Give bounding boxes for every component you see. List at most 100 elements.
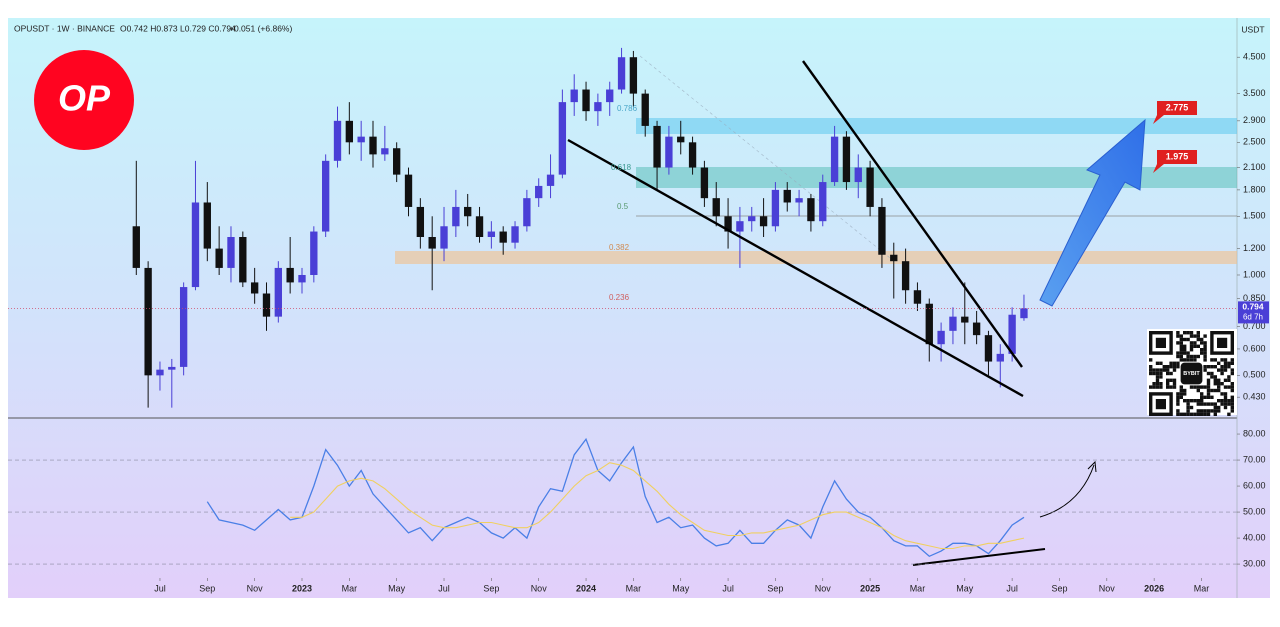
y-tick-label: 50.00 [1243, 506, 1266, 516]
qr-cell [1186, 402, 1190, 406]
qr-cell [1223, 365, 1228, 369]
candle-body [499, 231, 507, 243]
x-tick-label: Sep [483, 583, 499, 593]
x-tick-label: Jul [154, 583, 166, 593]
qr-cell [1179, 385, 1183, 389]
qr-cell [1196, 399, 1200, 403]
change-legend: +0.051 (+6.86%) [229, 23, 292, 33]
qr-cell [1230, 371, 1234, 376]
qr-cell [1189, 348, 1194, 352]
qr-brand: BYBIT [1183, 371, 1200, 377]
qr-cell [1203, 348, 1207, 352]
candle-body [535, 185, 543, 199]
qr-cell [1155, 385, 1160, 389]
qr-cell [1203, 354, 1207, 359]
qr-cell [1217, 378, 1221, 382]
candle-body [215, 248, 223, 268]
candle-body [913, 290, 922, 304]
candle-body [452, 206, 460, 227]
qr-cell [1189, 344, 1194, 348]
qr-cell [1203, 334, 1207, 338]
candle-body [168, 366, 176, 370]
rsi-trendline [912, 548, 1046, 566]
qr-cell [1183, 392, 1187, 396]
qr-cell [1169, 385, 1173, 389]
qr-cell [1183, 337, 1187, 342]
qr-cell [1183, 358, 1187, 362]
candle-body [511, 226, 519, 243]
qr-cell [1203, 351, 1207, 355]
qr-cell [1149, 368, 1153, 372]
x-tick-label: May [956, 583, 974, 593]
qr-cell [1227, 412, 1231, 416]
y-tick-label: 30.00 [1243, 558, 1266, 568]
support-zone [395, 251, 1237, 264]
x-tick-label: Mar [1194, 583, 1210, 593]
last-price-tag [1238, 301, 1269, 324]
qr-cell [1159, 368, 1163, 372]
qr-cell [1162, 368, 1166, 372]
qr-finder [1155, 399, 1166, 410]
qr-cell [1176, 354, 1180, 359]
candle-body [996, 353, 1004, 362]
x-tick-label: Mar [626, 583, 642, 593]
qr-cell [1230, 358, 1234, 362]
qr-cell [1196, 334, 1200, 338]
qr-cell [1200, 395, 1204, 399]
qr-cell [1220, 402, 1224, 406]
candle-body [594, 102, 602, 112]
y-tick-label: 0.850 [1243, 293, 1266, 303]
x-tick-label: Sep [199, 583, 215, 593]
candle-body [724, 216, 732, 232]
qr-cell [1223, 395, 1228, 399]
target-tag [1153, 101, 1197, 124]
qr-cell [1155, 378, 1160, 382]
qr-cell [1159, 361, 1163, 365]
candle-body [381, 148, 389, 155]
qr-cell [1206, 392, 1211, 396]
qr-cell [1159, 385, 1163, 389]
candle-body [606, 89, 614, 103]
qr-cell [1172, 382, 1177, 386]
qr-cell [1179, 358, 1183, 362]
x-tick-label: Jul [722, 583, 734, 593]
y-tick-label: 0.600 [1243, 343, 1266, 353]
qr-cell [1203, 385, 1207, 389]
candle-body [464, 206, 472, 217]
qr-cell [1172, 368, 1177, 372]
x-tick-label: Sep [1051, 583, 1067, 593]
qr-cell [1149, 358, 1153, 362]
candle-body [203, 202, 211, 249]
qr-cell [1203, 395, 1207, 399]
trendline [567, 138, 1024, 398]
qr-cell [1196, 344, 1200, 348]
qr-cell [1217, 361, 1221, 365]
qr-cell [1166, 382, 1170, 386]
candle-body [393, 148, 401, 175]
qr-cell [1155, 375, 1160, 379]
qr-cell [1149, 385, 1153, 389]
candle-body [558, 102, 567, 175]
candle-body [333, 120, 342, 161]
qr-cell [1223, 358, 1228, 362]
qr-cell [1152, 371, 1156, 376]
qr-cell [1176, 351, 1180, 355]
candle-body [250, 282, 259, 294]
qr-cell [1213, 375, 1217, 379]
x-tick-label: Sep [767, 583, 783, 593]
qr-cell [1227, 378, 1231, 382]
candle-body [286, 267, 294, 283]
qr-cell [1227, 385, 1231, 389]
qr-cell [1166, 368, 1170, 372]
qr-cell [1213, 412, 1217, 416]
qr-cell [1223, 402, 1228, 406]
qr-cell [1223, 399, 1228, 403]
qr-cell [1176, 395, 1180, 399]
qr-cell [1230, 405, 1234, 410]
qr-cell [1217, 399, 1221, 403]
qr-cell [1193, 344, 1197, 348]
qr-cell [1179, 344, 1183, 348]
qr-cell [1220, 392, 1224, 396]
qr-cell [1179, 337, 1183, 342]
